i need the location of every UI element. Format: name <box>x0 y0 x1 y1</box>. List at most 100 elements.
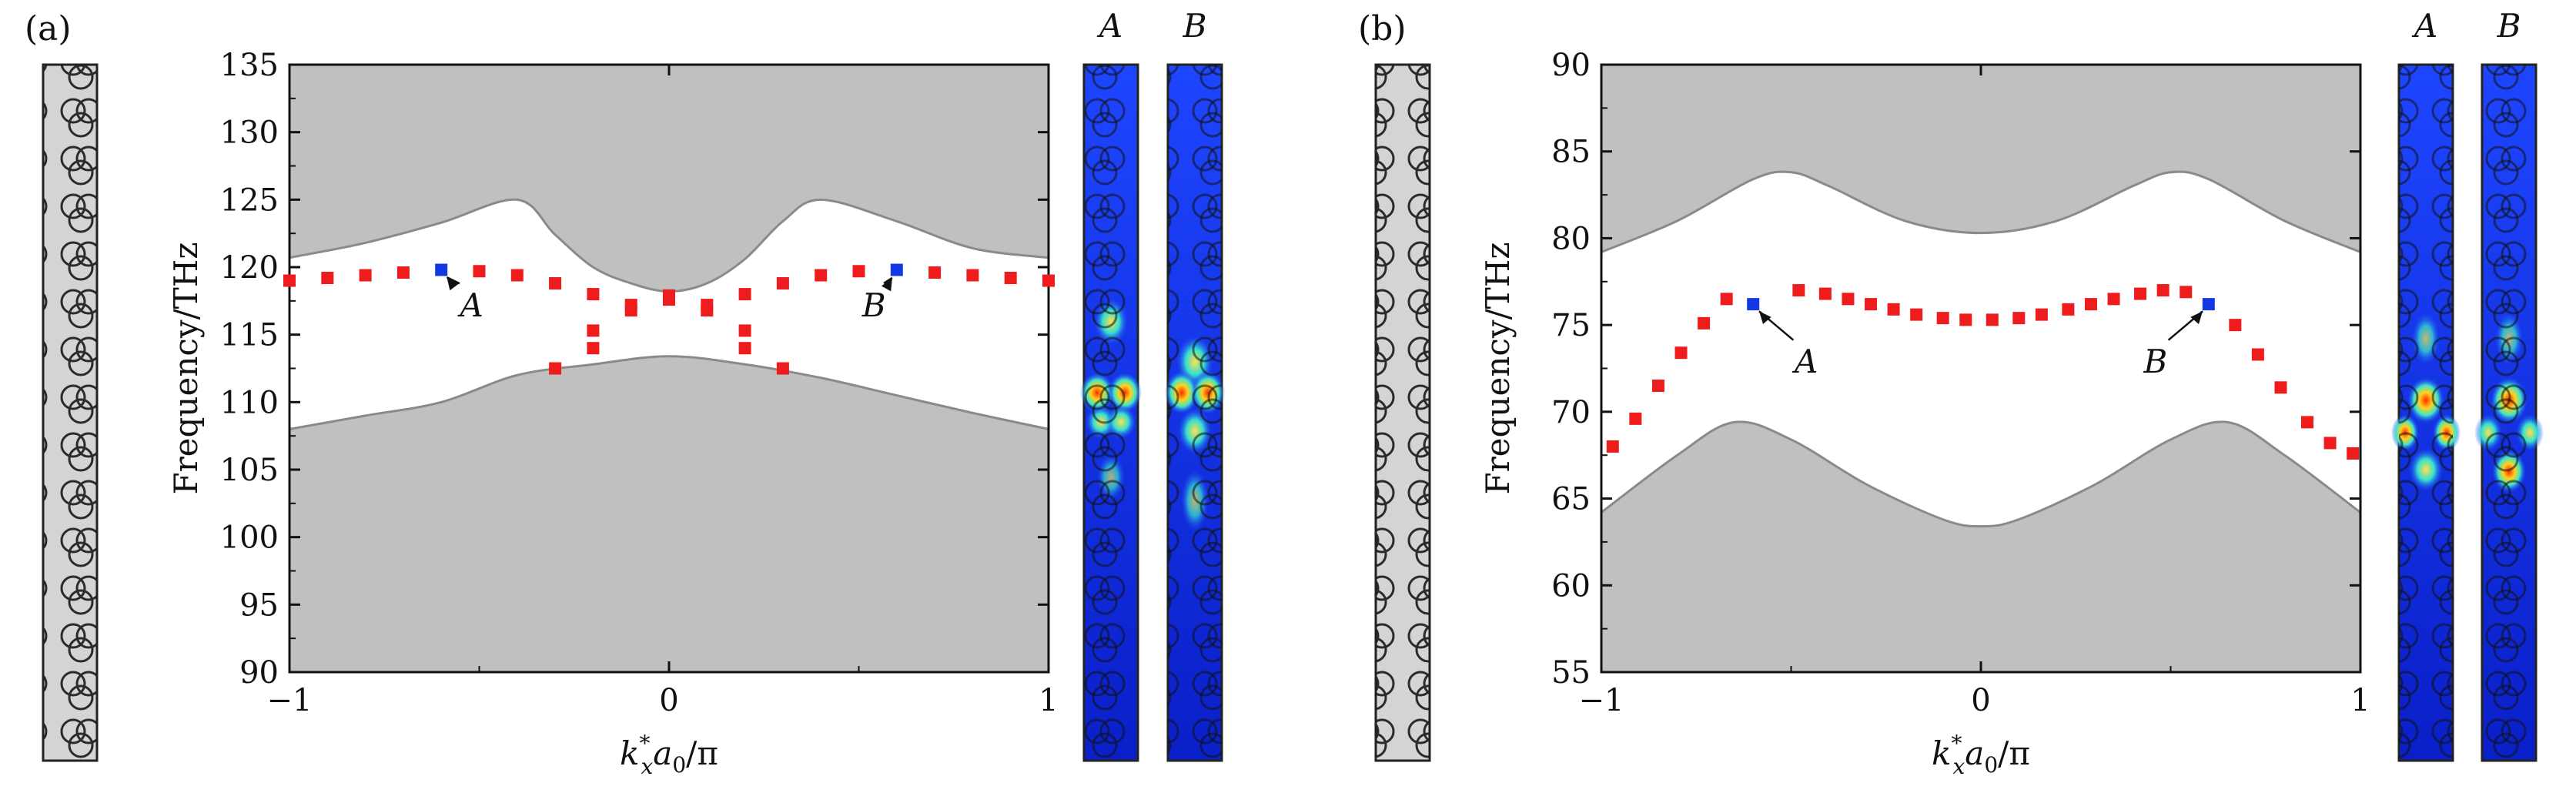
panel-label: (a) <box>25 9 72 49</box>
mode-point <box>1792 284 1805 297</box>
mode-point <box>2229 319 2242 332</box>
mode-point <box>2300 416 2313 429</box>
mode-point <box>549 277 562 290</box>
mode-point <box>2323 437 2337 450</box>
mode-point <box>2134 287 2147 300</box>
x-tick-label: 0 <box>1971 683 1990 718</box>
structure-strip <box>1374 63 1431 762</box>
field-map-a: A <box>2391 7 2461 762</box>
annotation-arrow <box>446 276 460 285</box>
mode-point <box>587 288 600 301</box>
lower-band-region <box>1601 421 2360 672</box>
annotation-arrowhead <box>1758 311 1771 324</box>
field-map-label: A <box>2411 7 2437 45</box>
field-map-label: B <box>2497 7 2521 45</box>
mode-point <box>738 288 751 301</box>
mode-point <box>2107 293 2120 306</box>
y-tick-label: 55 <box>1551 655 1591 691</box>
field-map-label: A <box>1096 7 1122 45</box>
x-axis-label: k* xa0/π <box>1932 731 2030 779</box>
mode-point <box>1674 346 1688 360</box>
mode-point <box>1629 412 1642 425</box>
mode-point <box>2012 312 2026 325</box>
field-map-b: B <box>1165 7 1225 762</box>
mode-point <box>2084 298 2097 311</box>
y-tick-label: 115 <box>220 318 279 353</box>
selected-mode-point <box>2202 298 2215 311</box>
annotation-label: B <box>861 286 886 324</box>
panel-label: (b) <box>1358 9 1407 49</box>
mode-point <box>2156 284 2170 297</box>
annotation-label: A <box>457 286 483 324</box>
mode-point <box>1936 312 1949 325</box>
y-tick-label: 110 <box>220 385 279 420</box>
x-tick-label: −1 <box>1579 683 1624 718</box>
selected-mode-point <box>435 263 448 276</box>
annotation-label: A <box>1791 343 1818 380</box>
annotation-arrowhead <box>881 277 892 292</box>
mode-point <box>283 274 296 287</box>
mode-point <box>1698 316 1711 330</box>
field-map-b: B <box>2474 7 2544 762</box>
panel-b: (b) 55 60 65 70 75 80 85 90 −1 0 1 Frequency/THz k* x… <box>1358 7 2544 779</box>
mode-point <box>1606 440 1619 453</box>
upper-band-region <box>289 65 1049 292</box>
y-tick-label: 75 <box>1551 308 1591 343</box>
annotation-arrow <box>883 276 893 284</box>
mode-point <box>321 272 334 285</box>
mode-point <box>1004 272 1017 285</box>
y-tick-label: 65 <box>1551 482 1591 517</box>
y-tick-label: 100 <box>220 520 279 556</box>
annotation-arrowhead <box>447 277 459 291</box>
mode-point <box>1818 287 1832 300</box>
mode-point <box>473 265 486 278</box>
y-tick-label: 120 <box>220 250 279 286</box>
mode-point <box>738 342 751 355</box>
lower-band-edge <box>289 355 1049 430</box>
mode-point <box>1986 313 1999 326</box>
band-diagram-b: 55 60 65 70 75 80 85 90 −1 0 1 Frequency/THz k* xa0/π… <box>1479 48 2370 779</box>
y-axis-label: Frequency/THz <box>167 242 205 494</box>
x-axis-label: k* xa0/π <box>620 731 718 779</box>
mode-point <box>549 362 562 375</box>
mode-point <box>2035 308 2048 321</box>
mode-point <box>966 269 979 282</box>
x-tick-label: 0 <box>659 683 678 718</box>
mode-point <box>852 265 865 278</box>
x-tick-label: −1 <box>267 683 313 718</box>
mode-point <box>2251 348 2264 361</box>
field-map-label: B <box>1183 7 1207 45</box>
mode-point <box>1720 293 1733 306</box>
mode-point <box>776 362 789 375</box>
y-tick-label: 90 <box>1551 48 1591 83</box>
mode-point <box>1042 274 1055 287</box>
y-tick-label: 135 <box>220 48 279 83</box>
mode-point <box>663 293 675 306</box>
selected-mode-point <box>890 263 903 276</box>
annotation-label: B <box>2143 343 2167 380</box>
lower-band-region <box>289 356 1049 672</box>
mode-point <box>396 266 410 279</box>
mode-point <box>1651 380 1664 393</box>
y-tick-label: 95 <box>239 587 279 623</box>
mode-point <box>1842 293 1855 306</box>
mode-point <box>776 277 789 290</box>
upper-band-edge <box>1601 170 2361 253</box>
y-tick-label: 85 <box>1551 135 1591 170</box>
mode-point <box>815 269 828 282</box>
mode-point <box>2062 303 2075 316</box>
mode-point <box>1865 298 1878 311</box>
x-tick-label: 1 <box>2350 683 2370 718</box>
mode-point <box>587 324 600 337</box>
y-tick-label: 130 <box>220 115 279 151</box>
field-map-a: A <box>1080 7 1142 762</box>
mode-point <box>624 304 637 317</box>
mode-point <box>2180 286 2193 299</box>
mode-point <box>587 342 600 355</box>
y-tick-label: 90 <box>239 655 279 691</box>
structure-strip <box>42 63 99 762</box>
y-tick-label: 80 <box>1551 221 1591 256</box>
mode-point <box>928 266 942 279</box>
selected-mode-point <box>1747 298 1760 311</box>
